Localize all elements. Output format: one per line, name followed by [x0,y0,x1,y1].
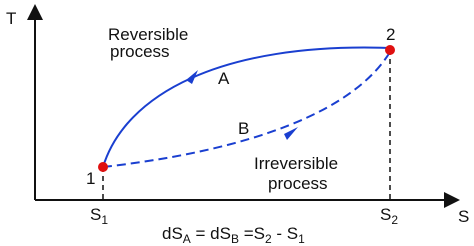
reversible-curve [102,46,391,168]
eq-sub: A [183,232,191,246]
caption: process [110,42,170,61]
tick-text: S [380,205,391,224]
curve-label: B [238,119,249,138]
arrow-head [186,70,198,84]
eq-sub: 2 [265,232,272,246]
x-tick-label: S1 [90,205,108,227]
eq-text: - S [272,224,298,243]
tick-sub: 2 [391,213,398,227]
x-tick-label: S2 [380,205,398,227]
axis-label: S [458,207,469,226]
caption: Irreversible [254,154,338,173]
tick-sub: 1 [101,213,108,227]
irreversible-curve [102,51,391,168]
eq-text: = dS [191,224,231,243]
equation: dSA = dSB =S2 - S1 [162,224,305,246]
arrow-head [284,127,298,140]
eq-text: dS [162,224,183,243]
caption: process [268,174,328,193]
eq-sub: B [231,232,239,246]
curve-label: A [218,69,230,88]
point [98,162,108,172]
eq-text: =S [239,224,265,243]
eq-sub: 1 [298,232,305,246]
caption: Reversible [108,25,188,44]
tick-text: S [90,205,101,224]
axis-label: T [6,9,16,28]
point-label: 1 [86,169,95,188]
point-label: 2 [386,25,395,44]
point [385,45,395,55]
